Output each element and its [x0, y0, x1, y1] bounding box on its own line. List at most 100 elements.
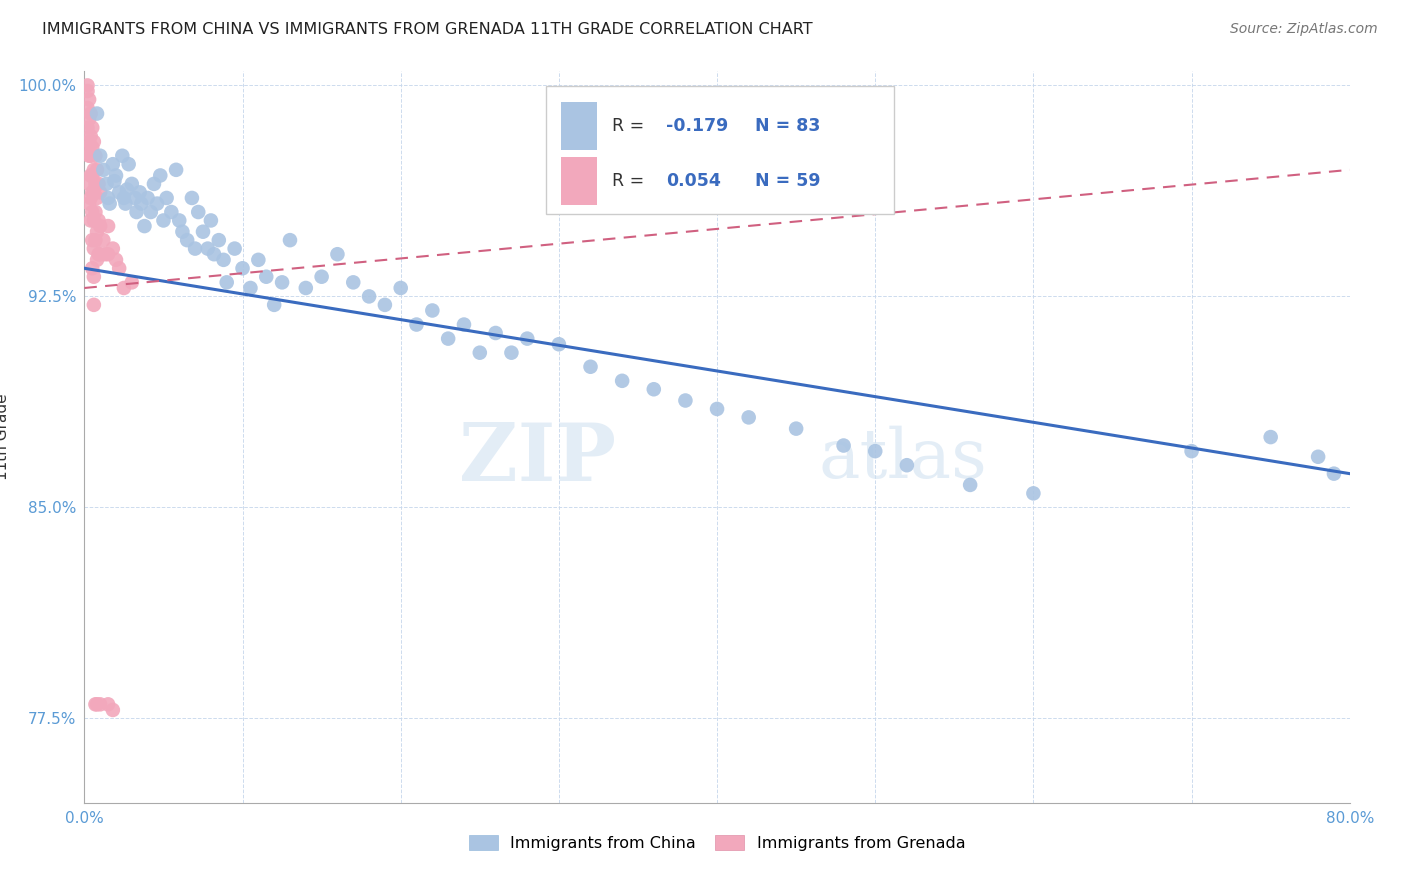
Point: [86, 162, 108, 177]
Point: [169, 213, 191, 227]
Point: [278, 233, 301, 247]
Point: [82, 233, 104, 247]
Text: IMMIGRANTS FROM CHINA VS IMMIGRANTS FROM GRENADA 11TH GRADE CORRELATION CHART: IMMIGRANTS FROM CHINA VS IMMIGRANTS FROM…: [42, 22, 813, 37]
Point: [516, 332, 538, 346]
Point: [124, 191, 146, 205]
Point: [83, 298, 105, 312]
Point: [832, 438, 855, 452]
Point: [160, 205, 183, 219]
Point: [82, 140, 104, 154]
FancyBboxPatch shape: [546, 86, 894, 214]
Point: [224, 242, 246, 256]
Point: [89, 186, 111, 200]
Text: R =: R =: [612, 172, 650, 190]
Point: [263, 298, 285, 312]
Point: [785, 422, 807, 436]
Point: [129, 196, 153, 211]
Point: [86, 106, 108, 120]
FancyBboxPatch shape: [561, 103, 598, 150]
Point: [87, 177, 110, 191]
Text: atlas: atlas: [818, 425, 987, 492]
Point: [89, 219, 111, 233]
Point: [202, 247, 225, 261]
Point: [84, 233, 107, 247]
Point: [184, 242, 207, 256]
Point: [97, 247, 120, 261]
Point: [89, 149, 111, 163]
Point: [239, 281, 262, 295]
Point: [165, 162, 187, 177]
Point: [79, 106, 103, 120]
Point: [79, 213, 103, 227]
Point: [1308, 450, 1330, 464]
Point: [172, 225, 194, 239]
Point: [79, 129, 103, 144]
Point: [675, 393, 697, 408]
Point: [84, 177, 107, 191]
Point: [79, 149, 103, 163]
Point: [1022, 486, 1045, 500]
Point: [82, 261, 104, 276]
Point: [180, 191, 204, 205]
Point: [79, 169, 103, 183]
Point: [79, 191, 103, 205]
Point: [405, 318, 427, 332]
Point: [87, 213, 110, 227]
Y-axis label: 11th Grade: 11th Grade: [0, 393, 10, 481]
Point: [108, 261, 131, 276]
Point: [1180, 444, 1202, 458]
Point: [149, 169, 172, 183]
Point: [231, 261, 254, 276]
Point: [139, 205, 162, 219]
Point: [89, 698, 111, 712]
Point: [548, 337, 571, 351]
Point: [93, 233, 115, 247]
Point: [76, 78, 98, 93]
Text: Source: ZipAtlas.com: Source: ZipAtlas.com: [1230, 22, 1378, 37]
Point: [77, 112, 100, 127]
Point: [468, 345, 491, 359]
Point: [83, 135, 105, 149]
Point: [108, 186, 131, 200]
Point: [706, 401, 728, 416]
Point: [896, 458, 918, 473]
Point: [134, 219, 156, 233]
Point: [83, 162, 105, 177]
Point: [77, 149, 100, 163]
Point: [114, 196, 136, 211]
Text: 0.054: 0.054: [666, 172, 721, 190]
Text: N = 59: N = 59: [755, 172, 821, 190]
Point: [97, 191, 120, 205]
Point: [82, 169, 104, 183]
Point: [136, 191, 159, 205]
Point: [295, 281, 318, 295]
Point: [97, 698, 120, 712]
Point: [84, 205, 107, 219]
Point: [89, 247, 111, 261]
Point: [77, 196, 100, 211]
Point: [97, 219, 120, 233]
Point: [357, 289, 380, 303]
Point: [191, 225, 214, 239]
Point: [146, 196, 169, 211]
Point: [86, 191, 108, 205]
Point: [83, 242, 105, 256]
Point: [82, 186, 104, 200]
Point: [101, 703, 124, 717]
Point: [326, 247, 349, 261]
Point: [737, 410, 759, 425]
Point: [143, 177, 166, 191]
Point: [125, 205, 148, 219]
Text: N = 83: N = 83: [755, 117, 820, 136]
Point: [118, 157, 141, 171]
Text: R =: R =: [612, 117, 650, 136]
Point: [76, 120, 98, 135]
Point: [77, 177, 100, 191]
Point: [76, 84, 98, 98]
Point: [83, 213, 105, 227]
Point: [111, 149, 134, 163]
Point: [612, 374, 634, 388]
Point: [247, 252, 270, 267]
Point: [105, 252, 127, 267]
Point: [152, 213, 174, 227]
